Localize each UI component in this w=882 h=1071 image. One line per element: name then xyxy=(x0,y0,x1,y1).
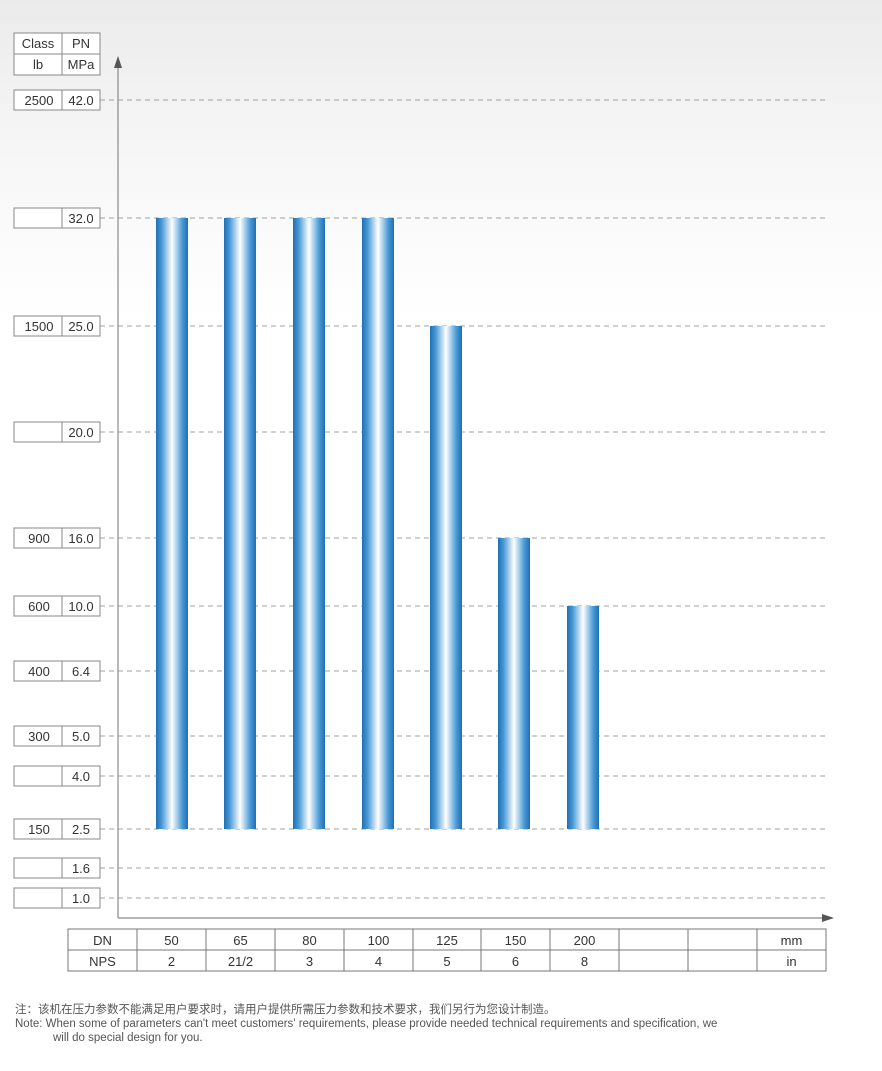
note-cn: 注：该机在压力参数不能满足用户要求时，请用户提供所需压力参数和技术要求，我们另行… xyxy=(15,1004,556,1016)
y-axis-arrow xyxy=(114,56,122,68)
grid-lines xyxy=(100,99,826,899)
bar-dn-80 xyxy=(293,218,325,829)
y-label-pn: 5.0 xyxy=(72,729,90,744)
y-label-pn: 32.0 xyxy=(68,211,93,226)
x-table-dn-cell: 80 xyxy=(302,933,316,948)
y-label-box xyxy=(13,725,101,747)
header-lb: lb xyxy=(33,57,43,72)
y-label-pn: 42.0 xyxy=(68,93,93,108)
x-table-dn-cell: 100 xyxy=(368,933,390,948)
x-table-dn-cell: mm xyxy=(781,933,803,948)
y-label-box xyxy=(13,857,101,879)
y-label-box xyxy=(13,89,101,111)
x-table-dn-cell: 125 xyxy=(436,933,458,948)
y-label-pn: 10.0 xyxy=(68,599,93,614)
y-label-pn: 2.5 xyxy=(72,822,90,837)
y-label-box xyxy=(13,207,101,229)
y-label-box xyxy=(13,765,101,787)
bar-dn-65 xyxy=(224,218,256,829)
note-en-1: Note: When some of parameters can't meet… xyxy=(15,1018,718,1030)
y-label-class: 1500 xyxy=(25,319,54,334)
y-label-box xyxy=(13,527,101,549)
y-label-class: 300 xyxy=(28,729,50,744)
y-label-box xyxy=(13,595,101,617)
x-table-dn-cell: 50 xyxy=(164,933,178,948)
bar-dn-125 xyxy=(430,326,462,829)
bar-dn-50 xyxy=(156,218,188,829)
x-table-nps-cell: in xyxy=(786,954,796,969)
x-table-nps-cell: 3 xyxy=(306,954,313,969)
bar-dn-100 xyxy=(362,218,394,829)
y-label-box xyxy=(13,887,101,909)
y-label-class: 600 xyxy=(28,599,50,614)
header-class: Class xyxy=(22,36,55,51)
header-pn: PN xyxy=(72,36,90,51)
y-label-class: 2500 xyxy=(25,93,54,108)
bars xyxy=(156,218,599,829)
y-label-class: 400 xyxy=(28,664,50,679)
x-table-dn-cell: DN xyxy=(93,933,112,948)
y-label-pn: 1.6 xyxy=(72,861,90,876)
x-table-dn-cell: 65 xyxy=(233,933,247,948)
y-label-pn: 6.4 xyxy=(72,664,90,679)
x-table-nps-cell: 2 xyxy=(168,954,175,969)
x-table-nps-cell: 4 xyxy=(375,954,382,969)
y-label-class: 150 xyxy=(28,822,50,837)
note-en-2: will do special design for you. xyxy=(53,1032,203,1044)
y-label-box xyxy=(13,660,101,682)
y-label-class: 900 xyxy=(28,531,50,546)
y-label-pn: 1.0 xyxy=(72,891,90,906)
x-table-dn-cell: 200 xyxy=(574,933,596,948)
bar-dn-200 xyxy=(567,606,599,829)
y-label-pn: 16.0 xyxy=(68,531,93,546)
y-label-box xyxy=(13,818,101,840)
x-table-nps-cell: NPS xyxy=(89,954,116,969)
x-table-dn-cell: 150 xyxy=(505,933,527,948)
x-table-nps-cell: 6 xyxy=(512,954,519,969)
x-table-nps-cell: 8 xyxy=(581,954,588,969)
header-mpa: MPa xyxy=(68,57,96,72)
y-label-box xyxy=(13,315,101,337)
axes xyxy=(114,56,834,922)
x-table-nps-cell: 21/2 xyxy=(228,954,253,969)
y-label-pn: 20.0 xyxy=(68,425,93,440)
y-axis-labels: 2500 42.0 32.0 1500 25.0 20.0 900 16.0 600 10.0 40… xyxy=(13,89,101,909)
footnote: 注：该机在压力参数不能满足用户要求时，请用户提供所需压力参数和技术要求，我们另行… xyxy=(15,1003,875,1045)
bar-dn-150 xyxy=(498,538,530,829)
y-label-pn: 4.0 xyxy=(72,769,90,784)
x-axis-table: DN 50 65 80 100 125 150 200 mm NPS 2 21/2 3 4 5 6 8 in xyxy=(67,928,827,972)
y-label-box xyxy=(13,421,101,443)
x-table-nps-cell: 5 xyxy=(443,954,450,969)
header-table: Class PN lb MPa xyxy=(13,32,101,76)
y-label-pn: 25.0 xyxy=(68,319,93,334)
x-axis-arrow xyxy=(822,914,834,922)
